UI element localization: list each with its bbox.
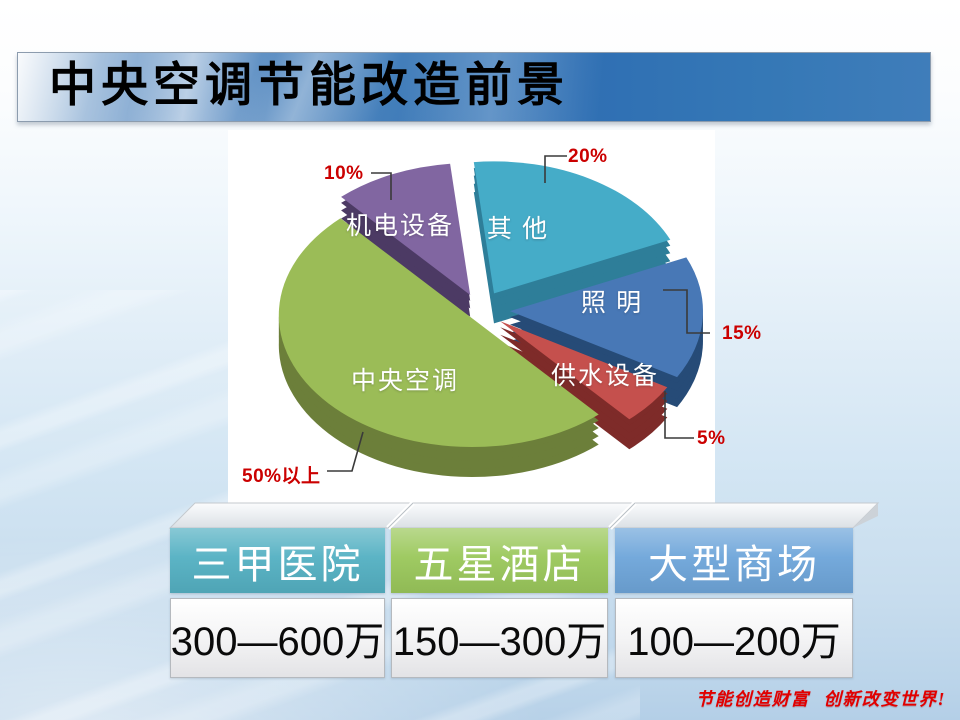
table-value-hospital: 300—600万	[170, 598, 385, 678]
table-value-mall: 100—200万	[615, 598, 853, 678]
callout-line-2	[664, 391, 694, 439]
callout-line-4	[371, 172, 392, 200]
callout-line-1	[663, 289, 710, 334]
footer-slogan: 节能创造财富 创新改变世界!	[695, 689, 946, 709]
pie-slice-top-2	[500, 321, 668, 420]
slide-title: 中央空调节能改造前景	[49, 60, 569, 112]
pie-slice-top-3	[278, 218, 599, 448]
pie-slice-top-1	[510, 257, 703, 378]
table-top-face-separator-edge	[609, 502, 636, 529]
table-top-face-separator-edge	[387, 502, 414, 529]
table-top-face	[168, 501, 880, 530]
pie-slice-top-4	[341, 163, 471, 295]
callout-line-0	[544, 155, 567, 183]
title-banner: 中央空调节能改造前景	[17, 52, 931, 122]
table-header-mall: 大型商场	[615, 528, 853, 593]
callout-leader-lines	[327, 155, 710, 472]
table-header-hospital: 三甲医院	[170, 528, 385, 593]
table-top-face-panel	[168, 502, 880, 529]
pie-slice-top-0	[473, 161, 671, 294]
table-right-face	[853, 503, 878, 528]
pie-slices	[278, 161, 703, 478]
table-header-hotel: 五星酒店	[391, 528, 608, 593]
callout-line-3	[327, 431, 364, 472]
table-value-hotel: 150—300万	[391, 598, 608, 678]
